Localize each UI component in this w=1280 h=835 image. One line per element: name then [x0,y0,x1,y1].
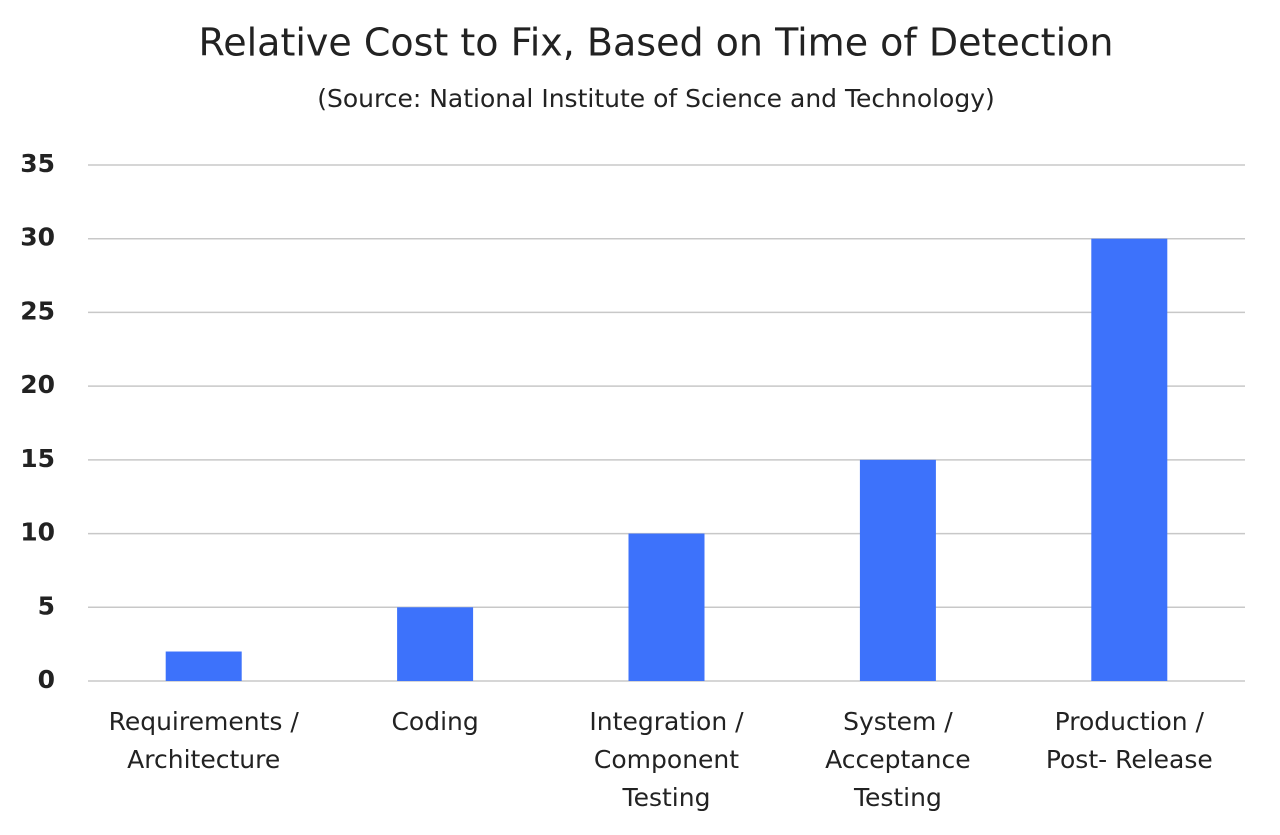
y-tick-label: 5 [38,591,55,620]
chart-title: Relative Cost to Fix, Based on Time of D… [199,21,1114,65]
x-tick-label: Integration / Component Testing [589,707,744,812]
y-tick-label: 0 [38,665,55,694]
y-tick-label: 20 [20,370,55,399]
chart-subtitle: (Source: National Institute of Science a… [317,84,995,113]
bar [165,651,242,681]
y-tick-label: 35 [20,149,55,178]
x-tick-label: Production / Post- Release [1046,707,1213,774]
bar [1091,238,1168,681]
y-tick-label: 25 [20,296,55,325]
x-tick-label: Coding [391,707,478,736]
bar [859,459,936,681]
x-tick-label: System / Acceptance Testing [825,707,971,812]
y-tick-label: 10 [20,518,55,547]
y-tick-label: 15 [20,444,55,473]
bar [397,607,474,681]
x-tick-label: Requirements / Architecture [109,707,300,774]
y-tick-label: 30 [20,223,55,252]
bar [628,533,705,681]
